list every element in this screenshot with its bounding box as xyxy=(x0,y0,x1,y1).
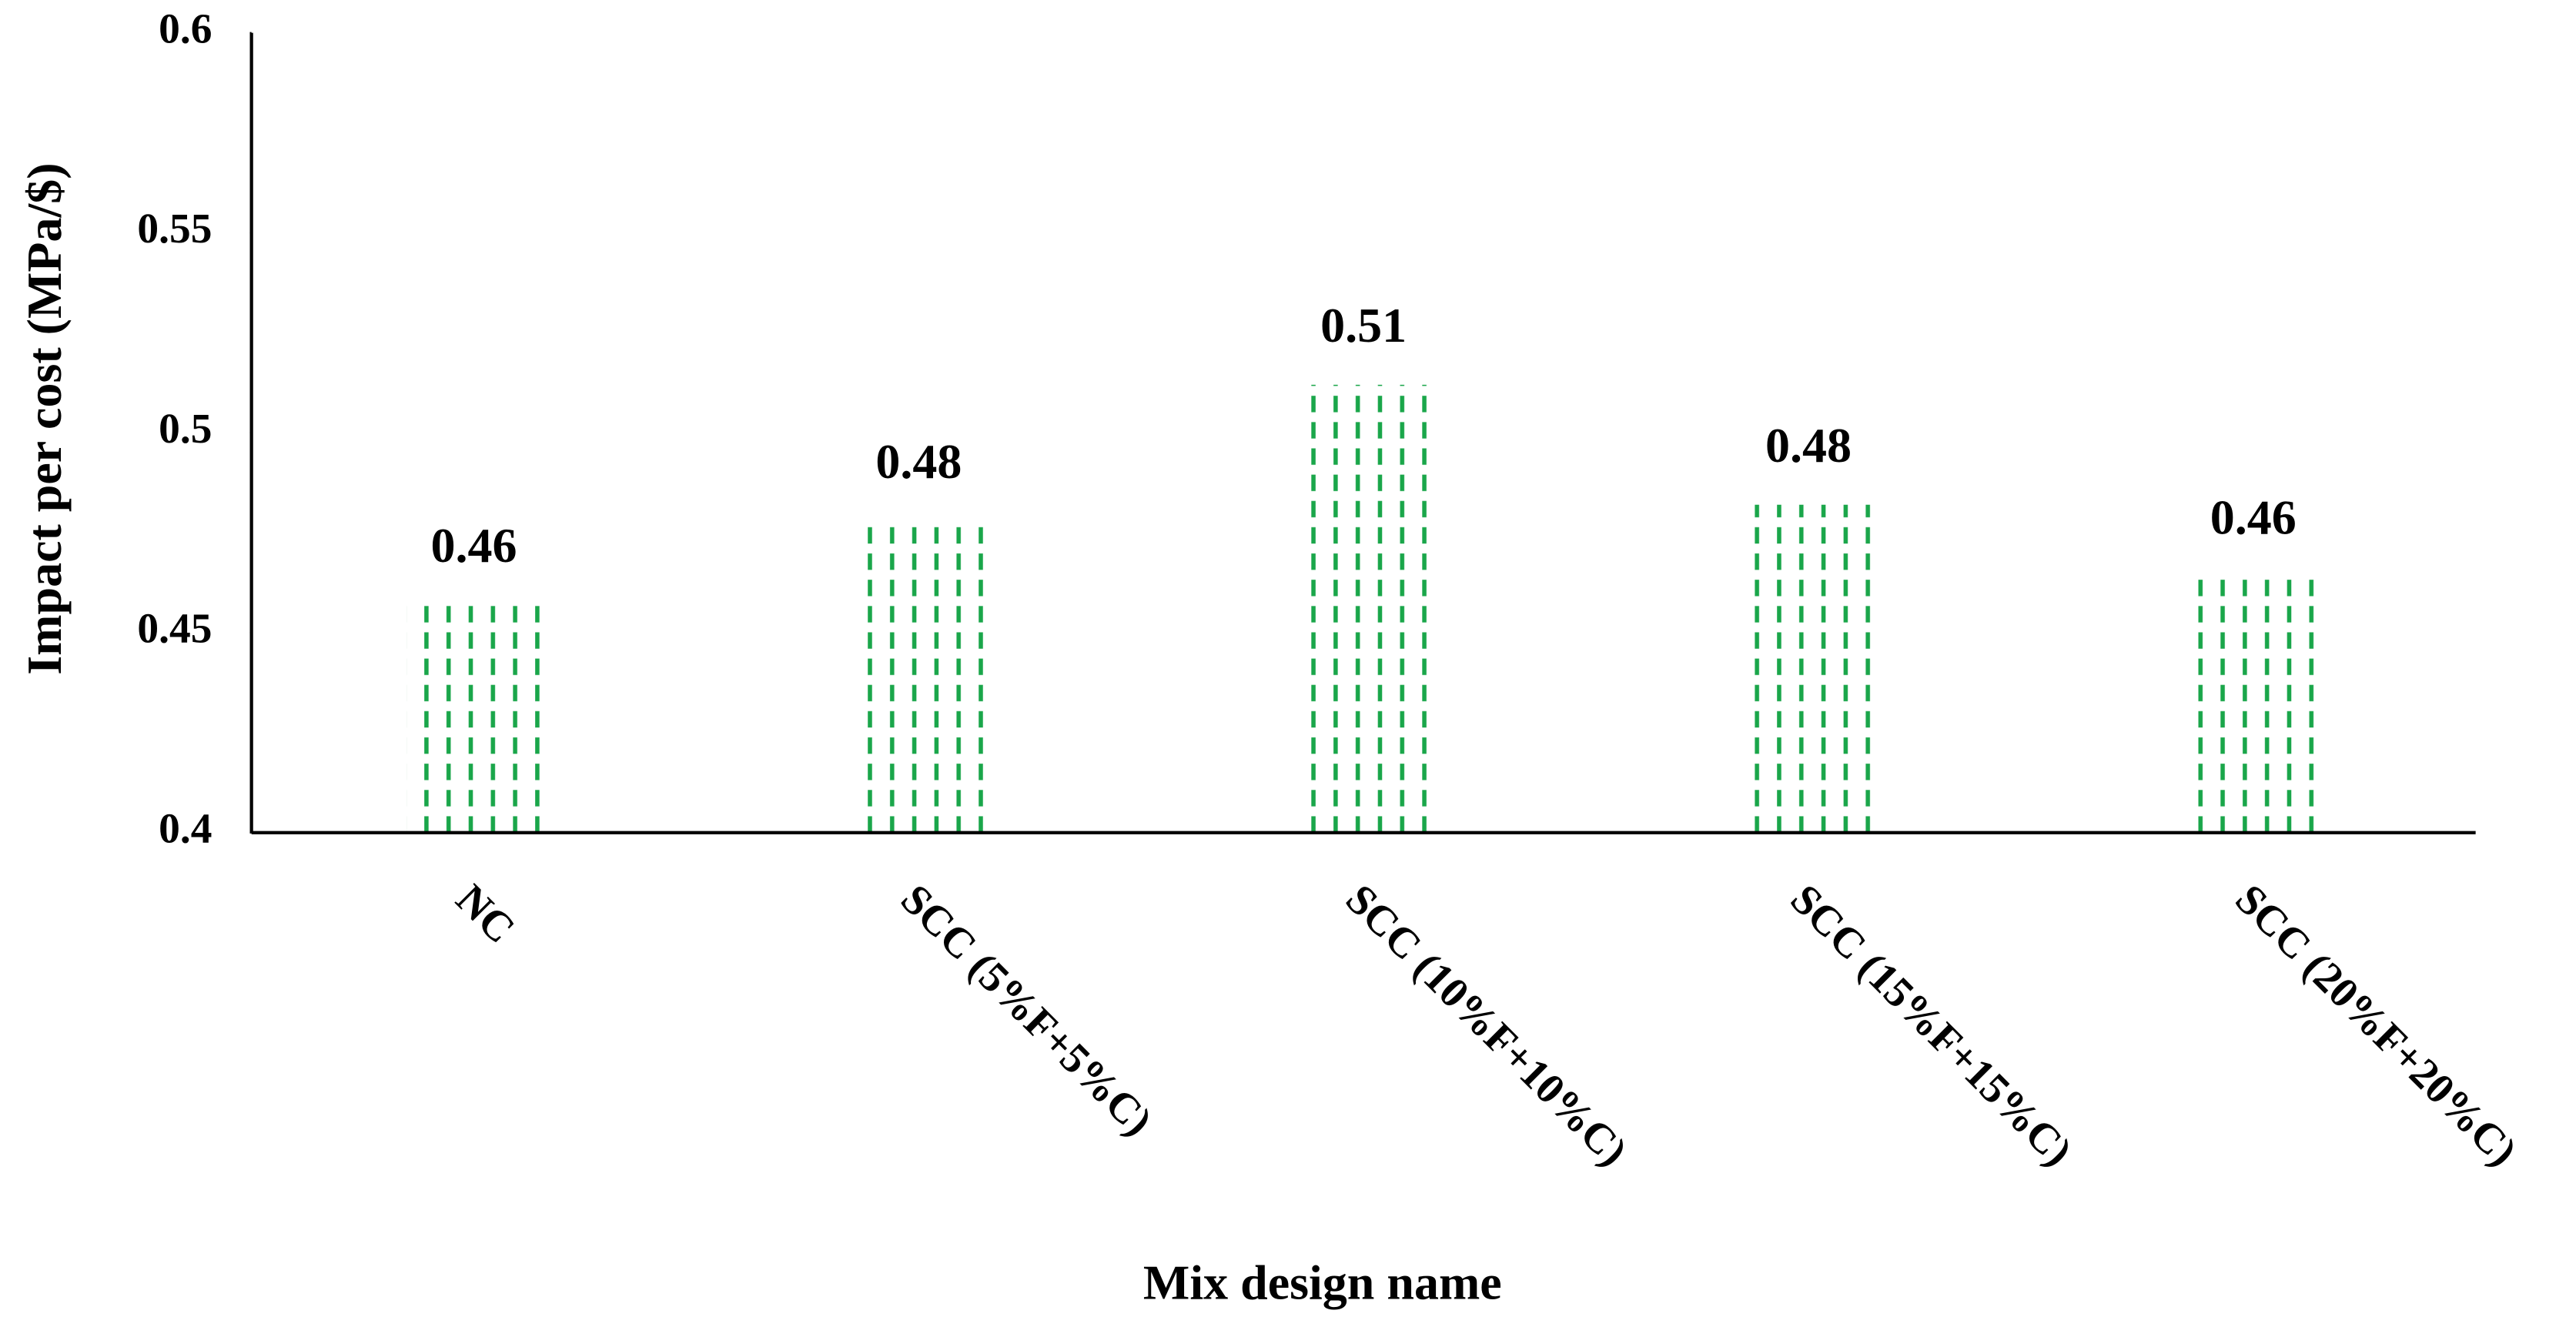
value-label: 0.46 xyxy=(431,518,517,573)
y-tick-label: 0.6 xyxy=(159,5,212,52)
x-tick-label: SCC (15%F+15%C) xyxy=(1781,875,2081,1175)
y-tick-label: 0.5 xyxy=(159,405,212,452)
y-tick-label: 0.55 xyxy=(137,205,212,252)
value-label: 0.48 xyxy=(1765,418,1852,473)
value-label: 0.48 xyxy=(875,434,962,489)
value-label: 0.46 xyxy=(2210,490,2297,545)
bar xyxy=(406,604,542,833)
bar xyxy=(1296,384,1431,833)
y-axis-title: Impact per cost (MPa/$) xyxy=(17,162,72,674)
x-tick-label: SCC (10%F+10%C) xyxy=(1337,875,1637,1175)
y-tick-label: 0.45 xyxy=(137,605,212,652)
x-tick-label: NC xyxy=(447,875,524,952)
value-label: 0.51 xyxy=(1320,298,1407,353)
x-axis-title: Mix design name xyxy=(1143,1255,1502,1309)
x-tick-label: SCC (5%F+5%C) xyxy=(892,875,1162,1145)
x-tick-label: SCC (20%F+20%C) xyxy=(2226,875,2526,1175)
bar xyxy=(1741,504,1876,833)
bar xyxy=(2186,577,2321,833)
bar xyxy=(851,520,986,833)
y-tick-label: 0.4 xyxy=(159,805,212,852)
